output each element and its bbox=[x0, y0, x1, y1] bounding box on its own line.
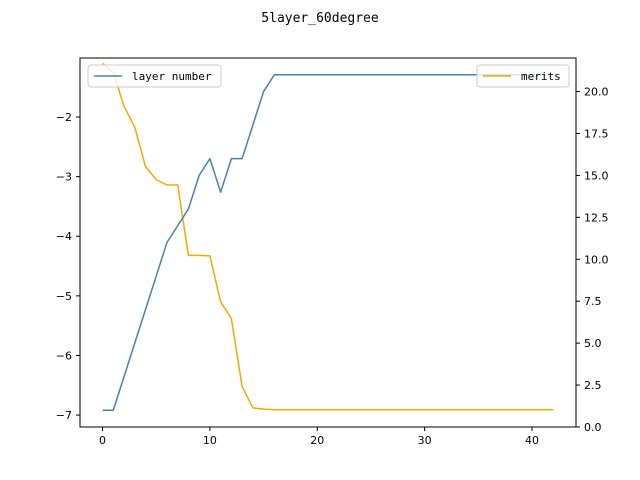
y-axis-left: −7 −6 −5 −4 −3 −2 bbox=[56, 111, 80, 422]
y-left-tick-label: −5 bbox=[56, 290, 72, 303]
legend-label-merits: merits bbox=[521, 70, 561, 83]
plot-frame bbox=[79, 57, 577, 428]
y-right-tick-label: 2.5 bbox=[584, 379, 602, 392]
series-line-merits bbox=[102, 62, 554, 411]
legend-layer-number: layer number bbox=[87, 64, 222, 88]
legend-box bbox=[476, 64, 570, 88]
y-right-tick-label: 10.0 bbox=[584, 253, 609, 266]
y-right-tick-label: 15.0 bbox=[584, 169, 609, 182]
y-left-tick-label: −7 bbox=[56, 409, 72, 422]
legend-label-layer-number: layer number bbox=[132, 70, 212, 83]
y-left-tick-label: −3 bbox=[56, 171, 72, 184]
y-right-tick-label: 5.0 bbox=[584, 337, 602, 350]
y-right-tick-label: 17.5 bbox=[584, 127, 609, 140]
x-tick-label: 20 bbox=[310, 434, 324, 447]
y-left-tick-label: −2 bbox=[56, 111, 72, 124]
legend-merits: merits bbox=[476, 64, 570, 88]
y-right-tick-label: 7.5 bbox=[584, 295, 602, 308]
y-axis-right: 0.0 2.5 5.0 7.5 10.0 12.5 15.0 17.5 20.0 bbox=[576, 86, 609, 434]
legend-box bbox=[87, 64, 222, 88]
chart-title: 5layer_60degree bbox=[261, 11, 379, 26]
x-tick-label: 40 bbox=[525, 434, 539, 447]
y-right-tick-label: 0.0 bbox=[584, 421, 602, 434]
x-tick-label: 10 bbox=[203, 434, 217, 447]
y-left-tick-label: −4 bbox=[56, 230, 72, 243]
x-tick-label: 30 bbox=[418, 434, 432, 447]
y-right-tick-label: 20.0 bbox=[584, 86, 609, 99]
x-axis: 0 10 20 30 40 bbox=[99, 427, 539, 447]
y-left-tick-label: −6 bbox=[56, 349, 72, 362]
y-right-tick-label: 12.5 bbox=[584, 211, 609, 224]
x-tick-label: 0 bbox=[99, 434, 106, 447]
